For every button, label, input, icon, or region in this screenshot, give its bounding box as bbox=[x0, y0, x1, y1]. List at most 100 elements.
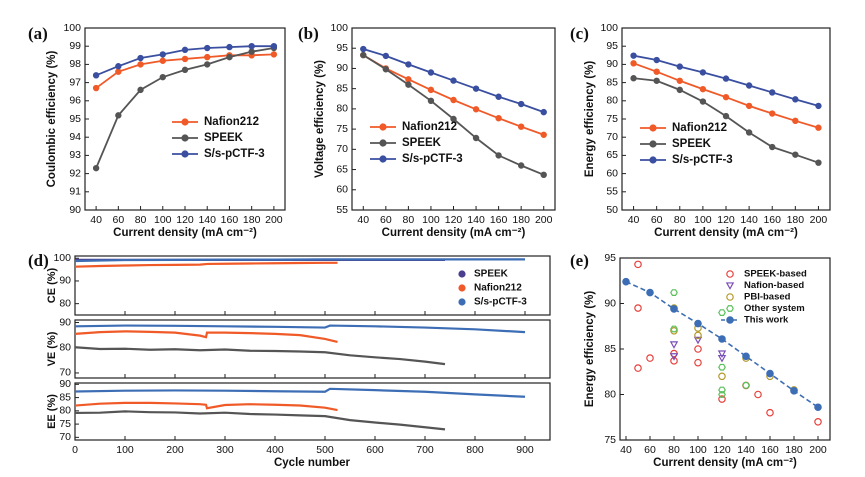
marker bbox=[405, 61, 412, 68]
marker bbox=[726, 293, 734, 301]
y-axis-label: Coulombic efficiency (%) bbox=[46, 50, 58, 187]
x-tick-label: 120 bbox=[717, 214, 735, 226]
marker bbox=[649, 140, 657, 148]
marker bbox=[670, 325, 678, 333]
marker bbox=[517, 100, 525, 108]
x-tick-label: 900 bbox=[516, 444, 534, 456]
marker bbox=[427, 86, 435, 94]
marker bbox=[634, 364, 642, 372]
x-tick-label: 60 bbox=[112, 214, 124, 226]
marker bbox=[769, 89, 776, 96]
marker bbox=[653, 77, 660, 84]
marker bbox=[718, 395, 726, 403]
marker bbox=[653, 68, 660, 75]
x-tick-label: 140 bbox=[740, 214, 758, 226]
x-tick-label: 200 bbox=[810, 214, 828, 226]
marker bbox=[792, 151, 799, 158]
marker bbox=[726, 270, 734, 278]
x-axis-label: Current density (mA cm⁻²) bbox=[654, 227, 798, 239]
marker bbox=[450, 77, 457, 84]
panel-label: (b) bbox=[298, 24, 319, 43]
y-tick-label: 90 bbox=[59, 275, 71, 287]
plot-frame bbox=[74, 319, 551, 379]
marker bbox=[815, 124, 822, 131]
marker bbox=[646, 288, 654, 297]
marker bbox=[360, 45, 367, 53]
marker bbox=[769, 110, 776, 117]
marker bbox=[379, 155, 387, 163]
marker bbox=[495, 93, 502, 100]
y-tick-label: 97 bbox=[69, 76, 81, 88]
y-tick-label: 85 bbox=[604, 343, 616, 355]
x-tick-label: 80 bbox=[668, 444, 680, 456]
panel-label: (d) bbox=[28, 251, 49, 270]
y-tick-label: 70 bbox=[606, 131, 618, 143]
y-tick-label: 80 bbox=[606, 95, 618, 107]
y-tick-label: 100 bbox=[330, 22, 348, 34]
y-tick-label: 55 bbox=[606, 186, 618, 198]
marker bbox=[766, 369, 774, 378]
y-tick-label: 99 bbox=[69, 40, 81, 52]
marker bbox=[405, 76, 412, 83]
marker bbox=[115, 63, 122, 70]
marker bbox=[649, 124, 657, 132]
marker bbox=[379, 139, 387, 147]
x-tick-label: 700 bbox=[416, 444, 434, 456]
marker bbox=[472, 134, 480, 142]
marker bbox=[718, 372, 726, 381]
marker bbox=[540, 131, 547, 138]
legend-label: Nafion212 bbox=[672, 122, 727, 134]
marker bbox=[458, 270, 466, 278]
x-axis-label: Current density (mA cm⁻²) bbox=[653, 457, 797, 469]
marker bbox=[670, 289, 678, 296]
x-tick-label: 600 bbox=[366, 444, 384, 456]
y-tick-label: 100 bbox=[53, 252, 71, 264]
marker bbox=[630, 60, 637, 67]
marker bbox=[382, 66, 390, 73]
legend-label: S/s-pCTF-3 bbox=[672, 154, 733, 166]
marker bbox=[669, 341, 679, 349]
x-tick-label: 500 bbox=[316, 444, 334, 456]
marker bbox=[699, 85, 707, 93]
x-tick-label: 80 bbox=[674, 214, 686, 226]
marker bbox=[92, 72, 100, 79]
marker bbox=[742, 352, 750, 361]
marker bbox=[458, 284, 466, 292]
x-tick-label: 40 bbox=[357, 214, 369, 226]
marker bbox=[670, 326, 678, 335]
marker bbox=[450, 115, 457, 123]
x-tick-label: 100 bbox=[154, 214, 172, 226]
series-line bbox=[74, 387, 526, 398]
y-tick-label: 93 bbox=[69, 149, 81, 161]
marker bbox=[646, 354, 654, 362]
marker bbox=[137, 61, 144, 68]
y-tick-label: 75 bbox=[336, 123, 348, 135]
y-tick-label: 70 bbox=[336, 143, 348, 155]
x-tick-label: 60 bbox=[380, 214, 392, 226]
y-axis-label: EE (%) bbox=[46, 394, 58, 429]
legend-label: SPEEK bbox=[474, 269, 509, 280]
panel-label: (c) bbox=[570, 24, 589, 43]
marker bbox=[159, 51, 166, 58]
legend-label: SPEEK bbox=[204, 132, 244, 144]
x-axis-label: Current density (mA cm⁻²) bbox=[382, 227, 526, 239]
y-tick-label: 60 bbox=[336, 184, 348, 196]
marker bbox=[379, 123, 387, 131]
legend-label: S/s-pCTF-3 bbox=[402, 153, 463, 165]
legend-label: SPEEK-based bbox=[744, 269, 807, 280]
marker bbox=[634, 304, 642, 312]
marker bbox=[745, 82, 753, 89]
marker bbox=[427, 97, 435, 105]
x-axis-label: Cycle number bbox=[274, 457, 351, 469]
legend-label: S/s-pCTF-3 bbox=[474, 297, 527, 308]
marker bbox=[181, 46, 189, 54]
y-tick-label: 80 bbox=[59, 342, 71, 354]
x-tick-label: 160 bbox=[763, 214, 781, 226]
legend-label: This work bbox=[744, 315, 789, 326]
x-tick-label: 40 bbox=[628, 214, 640, 226]
y-axis-label: CE (%) bbox=[46, 267, 58, 303]
y-tick-label: 96 bbox=[69, 95, 81, 107]
x-tick-label: 200 bbox=[535, 214, 553, 226]
series-line bbox=[74, 401, 338, 412]
y-tick-label: 95 bbox=[336, 42, 348, 54]
